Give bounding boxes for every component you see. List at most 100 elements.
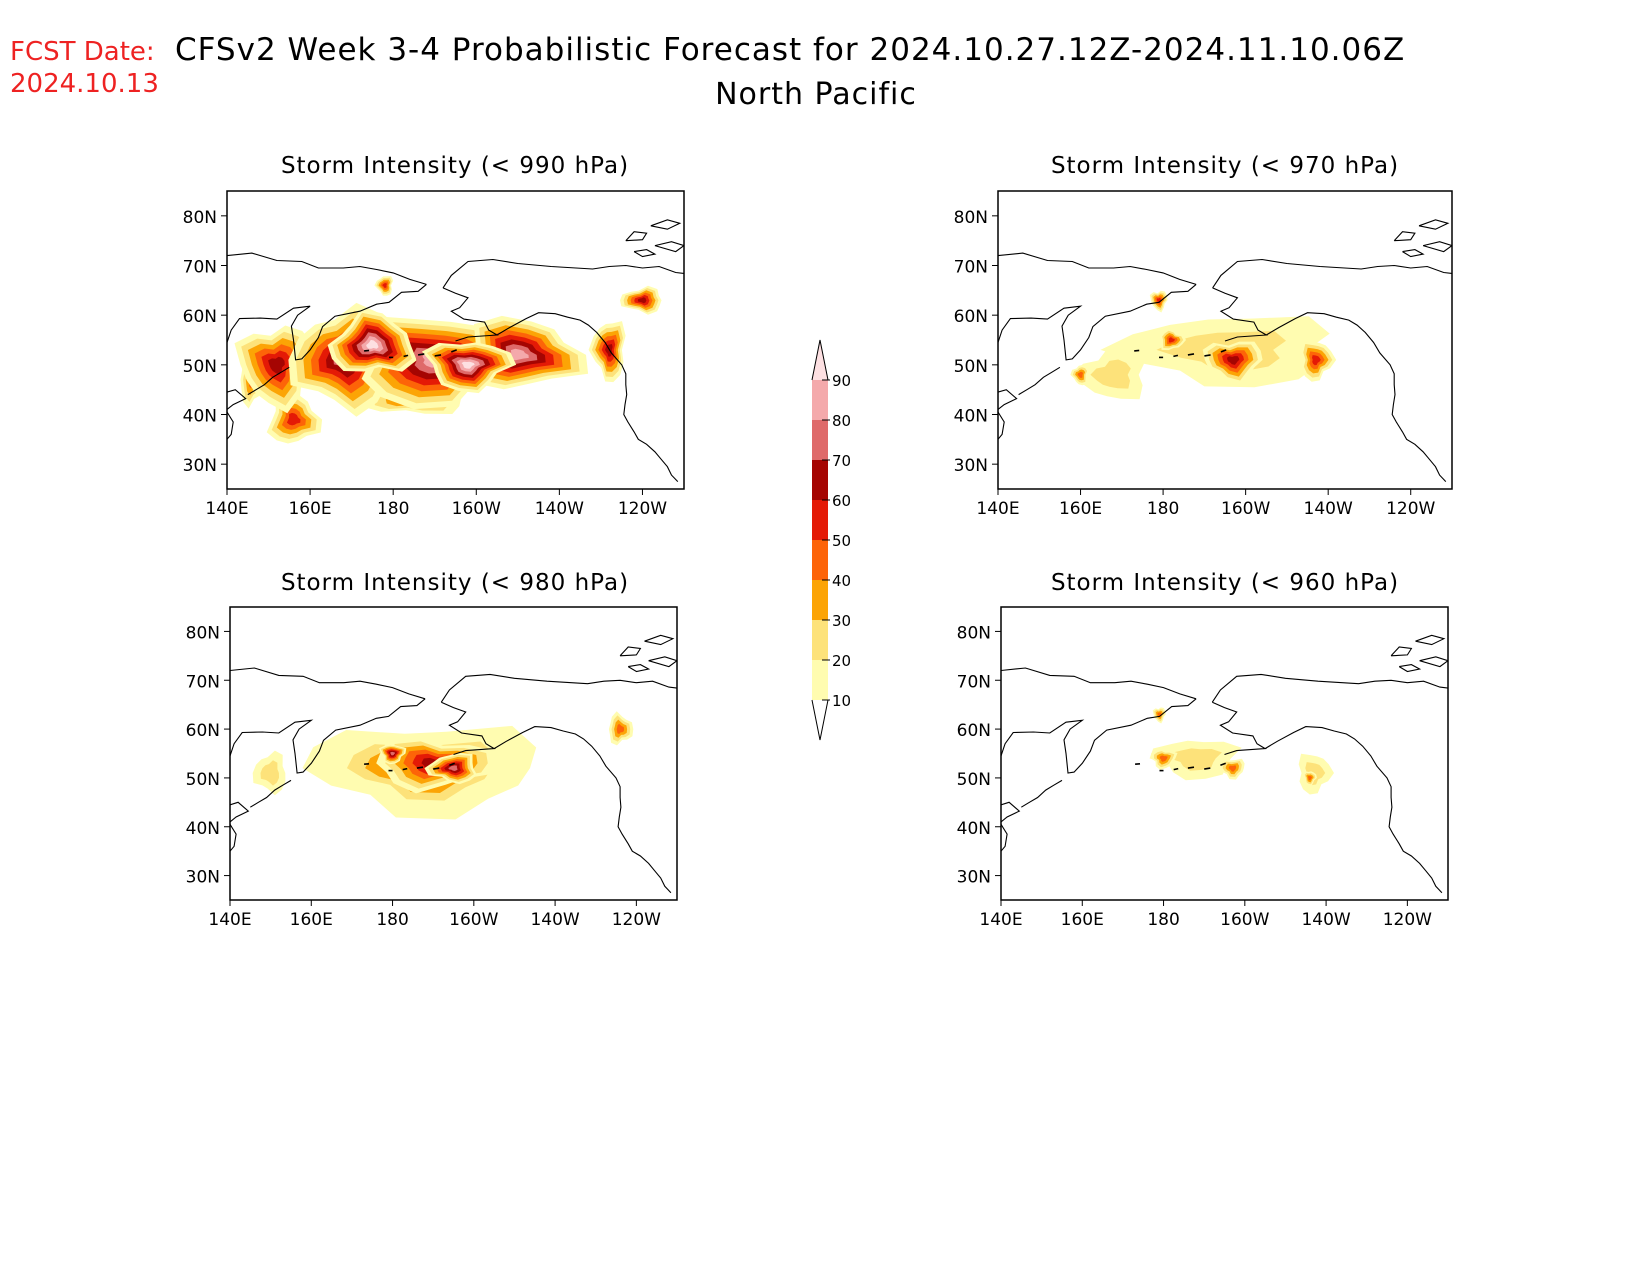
probability-contour — [1077, 371, 1084, 378]
coastline-segment — [441, 701, 496, 756]
lat-tick-label: 60N — [957, 721, 991, 741]
colorbar-swatch — [812, 460, 828, 500]
coastline-segment — [998, 283, 1197, 361]
lat-tick-label: 70N — [183, 258, 217, 278]
figure-subtitle: North Pacific — [715, 77, 917, 112]
lon-tick-label: 180 — [377, 499, 409, 519]
aleutian-island — [451, 349, 457, 353]
coastline-segment — [1419, 656, 1448, 668]
map-frame — [1000, 606, 1449, 901]
aleutian-island — [417, 353, 425, 356]
panel-title: Storm Intensity (< 960 hPa) — [1051, 570, 1399, 596]
panel-title: Storm Intensity (< 980 hPa) — [281, 570, 629, 596]
coastline — [227, 219, 684, 482]
probability-contour — [1090, 359, 1131, 389]
map-panel-980: Storm Intensity (< 980 hPa) 80N 70N 60N 50N 4… — [186, 570, 678, 930]
colorbar-label: 60 — [832, 492, 851, 510]
probability-contour — [268, 356, 285, 375]
coastline — [230, 634, 677, 894]
coastline-segment — [230, 698, 426, 774]
probability-field — [1070, 290, 1337, 400]
colorbar-cap-outline — [811, 339, 829, 381]
aleutian-island — [1220, 349, 1227, 353]
coastline-segment — [250, 779, 292, 808]
coastline-segment — [1402, 249, 1425, 258]
lat-tick-label: 70N — [954, 258, 988, 278]
lat-tick-label: 30N — [186, 868, 220, 888]
coastline-segment — [1266, 312, 1447, 482]
probability-contour — [390, 751, 395, 756]
lat-tick-label: 60N — [954, 307, 988, 327]
aleutian-island — [1204, 354, 1211, 357]
lon-tick-label: 160E — [288, 499, 331, 519]
coastline-segment — [227, 389, 247, 410]
map-frame — [997, 190, 1453, 490]
coastline-segment — [998, 389, 1018, 410]
map-panel-970: Storm Intensity (< 970 hPa) 80N 70N 60N 50N 4… — [954, 153, 1453, 519]
coastline-segment — [625, 231, 648, 242]
lon-tick-label: 160W — [1221, 499, 1270, 519]
map-frame — [229, 606, 678, 901]
lon-tick-label: 140W — [530, 910, 579, 930]
aleutian-island — [434, 354, 442, 357]
probability-contour — [637, 297, 647, 304]
probability-contour — [1168, 337, 1175, 343]
coastline-segment — [227, 283, 427, 361]
lat-tick-label: 50N — [954, 357, 988, 377]
lat-tick-label: 40N — [957, 819, 991, 839]
coastline-segment — [1001, 667, 1197, 700]
lon-tick-label: 140W — [1301, 910, 1350, 930]
colorbar-label: 90 — [832, 372, 851, 390]
lon-tick-label: 160W — [1220, 910, 1269, 930]
lon-tick-label: 120W — [618, 499, 667, 519]
colorbar-label: 80 — [832, 412, 851, 430]
coastline-segment — [1001, 698, 1197, 774]
coastline-segment — [496, 312, 679, 482]
colorbar-swatch — [812, 420, 828, 460]
aleutian-island — [1220, 762, 1226, 766]
coastline-segment — [1390, 646, 1413, 657]
colorbar-label: 10 — [832, 692, 851, 710]
lat-tick-label: 40N — [183, 407, 217, 427]
lon-tick-label: 160W — [449, 910, 498, 930]
probability-field — [234, 276, 662, 444]
colorbar-label: 40 — [832, 572, 851, 590]
coastline-segment — [1264, 726, 1443, 894]
coastline-segment — [1212, 701, 1267, 756]
fcst-date-value: 2024.10.13 — [10, 69, 159, 99]
coastline-segment — [1418, 219, 1450, 230]
colorbar-swatch — [812, 500, 828, 540]
lon-tick-label: 160W — [452, 499, 501, 519]
lon-tick-label: 140E — [208, 910, 251, 930]
probability-contour — [448, 765, 458, 771]
coastline-segment — [1211, 673, 1448, 703]
aleutian-island — [1173, 354, 1179, 358]
probability-contour — [1312, 355, 1321, 366]
lat-tick-label: 40N — [186, 819, 220, 839]
coastline-segment — [1415, 634, 1446, 646]
lon-tick-label: 120W — [612, 910, 661, 930]
coastline-segment — [644, 634, 675, 646]
aleutian-island — [402, 767, 408, 771]
colorbar-label: 70 — [832, 452, 851, 470]
coastline-segment — [1393, 231, 1416, 242]
colorbar-swatch — [812, 620, 828, 660]
lon-tick-label: 160E — [290, 910, 333, 930]
coastline-segment — [442, 258, 684, 289]
colorbar-swatch — [812, 380, 828, 420]
lat-tick-label: 60N — [186, 721, 220, 741]
lat-tick-label: 40N — [954, 407, 988, 427]
coastline-segment — [654, 241, 684, 253]
coastline-segment — [619, 646, 642, 657]
aleutian-island — [449, 762, 455, 766]
lat-tick-label: 30N — [954, 456, 988, 476]
probability-contour — [382, 283, 387, 288]
probability-contour — [260, 760, 279, 786]
lon-tick-label: 180 — [1147, 910, 1179, 930]
lat-tick-label: 50N — [183, 357, 217, 377]
aleutian-island — [433, 767, 440, 770]
lon-tick-label: 140E — [979, 910, 1022, 930]
colorbar-swatch — [812, 660, 828, 700]
lat-tick-label: 60N — [183, 307, 217, 327]
